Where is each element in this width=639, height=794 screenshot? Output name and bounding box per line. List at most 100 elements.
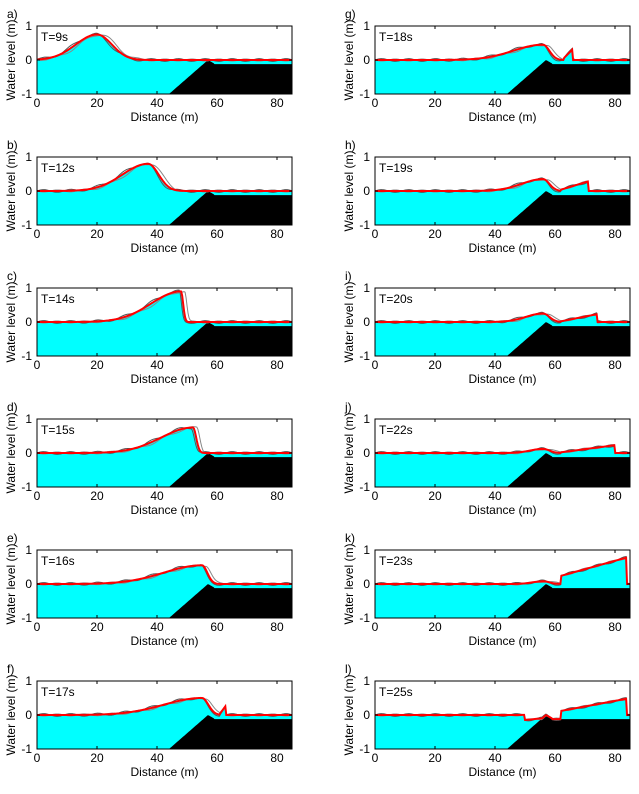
y-tick-label: -1: [21, 742, 32, 756]
bathymetry-area: [507, 584, 630, 618]
x-tick-label: 20: [90, 96, 104, 110]
time-label: T=25s: [379, 685, 413, 699]
x-axis-label: Distance (m): [130, 503, 198, 517]
y-tick-label: 1: [363, 281, 370, 295]
y-tick-label: -1: [359, 480, 370, 494]
x-tick-label: 80: [608, 751, 622, 765]
y-tick-label: 1: [25, 281, 32, 295]
y-tick-label: 0: [363, 708, 370, 722]
y-tick-label: 0: [25, 315, 32, 329]
panel-letter: e): [7, 531, 18, 545]
y-tick-label: 0: [363, 53, 370, 67]
x-tick-label: 20: [90, 489, 104, 503]
y-axis-label: Water level (m): [4, 413, 18, 494]
panel-letter: b): [7, 138, 18, 152]
x-tick-label: 40: [150, 489, 164, 503]
x-tick-label: 60: [210, 751, 224, 765]
x-axis-label: Distance (m): [468, 372, 536, 386]
model-line: [37, 33, 292, 61]
y-tick-label: -1: [21, 87, 32, 101]
y-tick-label: -1: [359, 742, 370, 756]
x-axis-label: Distance (m): [468, 765, 536, 779]
x-tick-label: 80: [270, 358, 284, 372]
x-tick-label: 20: [428, 489, 442, 503]
x-tick-label: 40: [150, 358, 164, 372]
x-tick-label: 40: [150, 751, 164, 765]
y-axis-label: Water level (m): [4, 151, 18, 232]
y-axis-label: Water level (m): [342, 675, 356, 756]
plot-area: [375, 42, 630, 94]
x-tick-label: 0: [372, 96, 379, 110]
y-axis-label: Water level (m): [342, 151, 356, 232]
x-tick-label: 40: [488, 96, 502, 110]
model-line: [375, 556, 630, 585]
y-tick-label: -1: [359, 218, 370, 232]
x-tick-label: 40: [150, 96, 164, 110]
x-tick-label: 20: [90, 620, 104, 634]
panel-letter: f): [7, 662, 14, 676]
model-line: [37, 162, 292, 192]
x-axis-label: Distance (m): [468, 241, 536, 255]
panel-letter: j): [344, 400, 352, 414]
model-line: [375, 43, 630, 61]
panel-letter: c): [7, 269, 17, 283]
panel-letter: l): [345, 662, 352, 676]
x-tick-label: 0: [34, 358, 41, 372]
x-tick-label: 60: [210, 489, 224, 503]
model-line: [375, 178, 630, 192]
plot-area: [37, 289, 292, 356]
y-tick-label: -1: [21, 611, 32, 625]
plot-area: [375, 444, 630, 487]
x-tick-label: 0: [34, 751, 41, 765]
plot-area: [37, 564, 292, 618]
y-axis-label: Water level (m): [4, 544, 18, 625]
y-axis-label: Water level (m): [342, 20, 356, 101]
y-tick-label: 0: [363, 446, 370, 460]
x-tick-label: 20: [428, 358, 442, 372]
bathymetry-area: [507, 322, 630, 356]
x-tick-label: 60: [210, 96, 224, 110]
x-tick-label: 60: [210, 358, 224, 372]
y-axis-label: Water level (m): [4, 282, 18, 363]
x-tick-label: 80: [608, 489, 622, 503]
y-tick-label: 0: [363, 184, 370, 198]
y-tick-label: 1: [25, 19, 32, 33]
time-label: T=15s: [41, 423, 75, 437]
plot-area: [37, 696, 292, 749]
x-tick-label: 80: [270, 227, 284, 241]
y-tick-label: 0: [25, 184, 32, 198]
x-tick-label: 20: [90, 358, 104, 372]
x-axis-label: Distance (m): [130, 372, 198, 386]
time-label: T=17s: [41, 685, 75, 699]
time-label: T=18s: [379, 30, 413, 44]
y-tick-label: 0: [363, 315, 370, 329]
x-tick-label: 0: [34, 489, 41, 503]
bathymetry-area: [169, 715, 292, 749]
x-tick-label: 0: [372, 227, 379, 241]
y-tick-label: 1: [363, 674, 370, 688]
x-axis-label: Distance (m): [130, 765, 198, 779]
panel-letter: g): [345, 7, 356, 21]
y-tick-label: -1: [359, 349, 370, 363]
panel-letter: i): [345, 269, 352, 283]
y-tick-label: -1: [21, 349, 32, 363]
bathymetry-area: [507, 453, 630, 487]
bathymetry-area: [169, 191, 292, 225]
y-tick-label: -1: [21, 480, 32, 494]
model-line: [37, 696, 292, 716]
plot-area: [375, 697, 630, 749]
panel-letter: k): [345, 531, 355, 545]
x-tick-label: 40: [150, 227, 164, 241]
x-tick-label: 60: [548, 489, 562, 503]
model-line: [37, 564, 292, 585]
y-tick-label: 1: [25, 543, 32, 557]
time-label: T=20s: [379, 292, 413, 306]
y-tick-label: 1: [25, 674, 32, 688]
